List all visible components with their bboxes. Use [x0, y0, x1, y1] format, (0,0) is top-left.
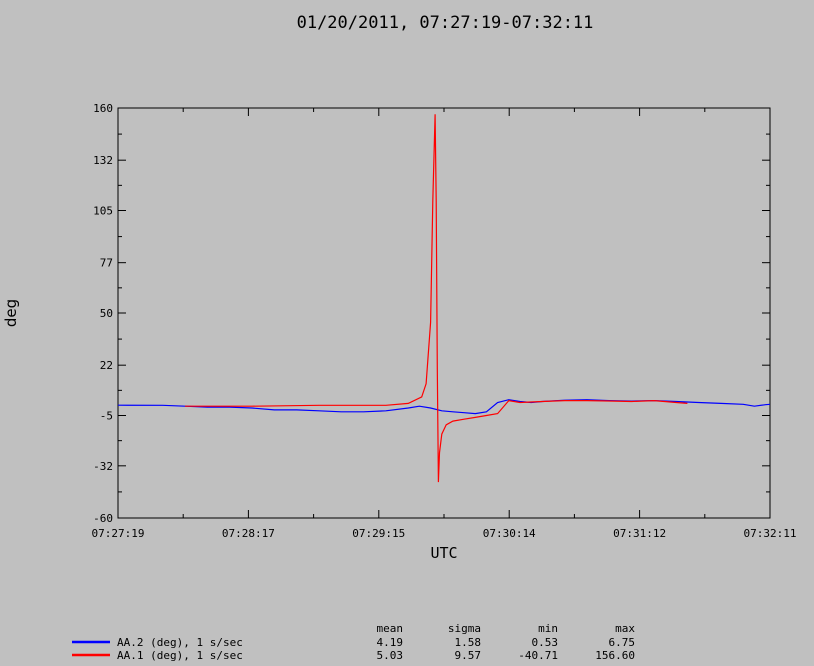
chart-title: 01/20/2011, 07:27:19-07:32:11 [297, 13, 594, 33]
stats-value: 0.53 [532, 636, 559, 649]
stats-table: mean sigma min max AA.2 (deg), 1 s/sec 4.19 1.… [72, 622, 635, 662]
y-axis-label: deg [2, 299, 20, 327]
y-tick-label: -5 [100, 410, 113, 423]
y-tick-label: 132 [93, 154, 113, 167]
x-tick-label: 07:32:11 [744, 527, 797, 540]
stats-value: 5.03 [377, 649, 404, 662]
x-tick-label: 07:27:19 [92, 527, 145, 540]
stats-header: sigma [448, 622, 481, 635]
y-tick-label: 160 [93, 102, 113, 115]
y-tick-label: -32 [93, 460, 113, 473]
x-tick-label: 07:31:12 [613, 527, 666, 540]
legend-label: AA.1 (deg), 1 s/sec [117, 649, 243, 662]
series-line [117, 399, 771, 415]
stats-value: 156.60 [595, 649, 635, 662]
plot-frame [117, 107, 771, 519]
legend-label: AA.2 (deg), 1 s/sec [117, 636, 243, 649]
y-tick-label: 77 [100, 257, 113, 270]
stats-value: -40.71 [518, 649, 558, 662]
stats-header: min [538, 622, 558, 635]
y-axis: 160 132 105 77 50 22 -5 -32 -60 [93, 102, 770, 525]
series-line [185, 114, 688, 483]
stats-value: 4.19 [377, 636, 404, 649]
x-tick-label: 07:28:17 [222, 527, 275, 540]
stats-header: mean [377, 622, 404, 635]
x-tick-label: 07:29:15 [352, 527, 405, 540]
stats-value: 9.57 [455, 649, 482, 662]
y-tick-label: 22 [100, 359, 113, 372]
stats-value: 6.75 [609, 636, 636, 649]
series-lines [117, 114, 771, 483]
stats-value: 1.58 [455, 636, 482, 649]
y-tick-label: 50 [100, 307, 113, 320]
x-tick-label: 07:30:14 [483, 527, 536, 540]
stats-header: max [615, 622, 635, 635]
y-tick-label: 105 [93, 205, 113, 218]
x-axis-label: UTC [430, 544, 457, 562]
x-axis: 07:27:19 07:28:17 07:29:15 07:30:14 07:31:12… [92, 108, 797, 540]
y-tick-label: -60 [93, 512, 113, 525]
